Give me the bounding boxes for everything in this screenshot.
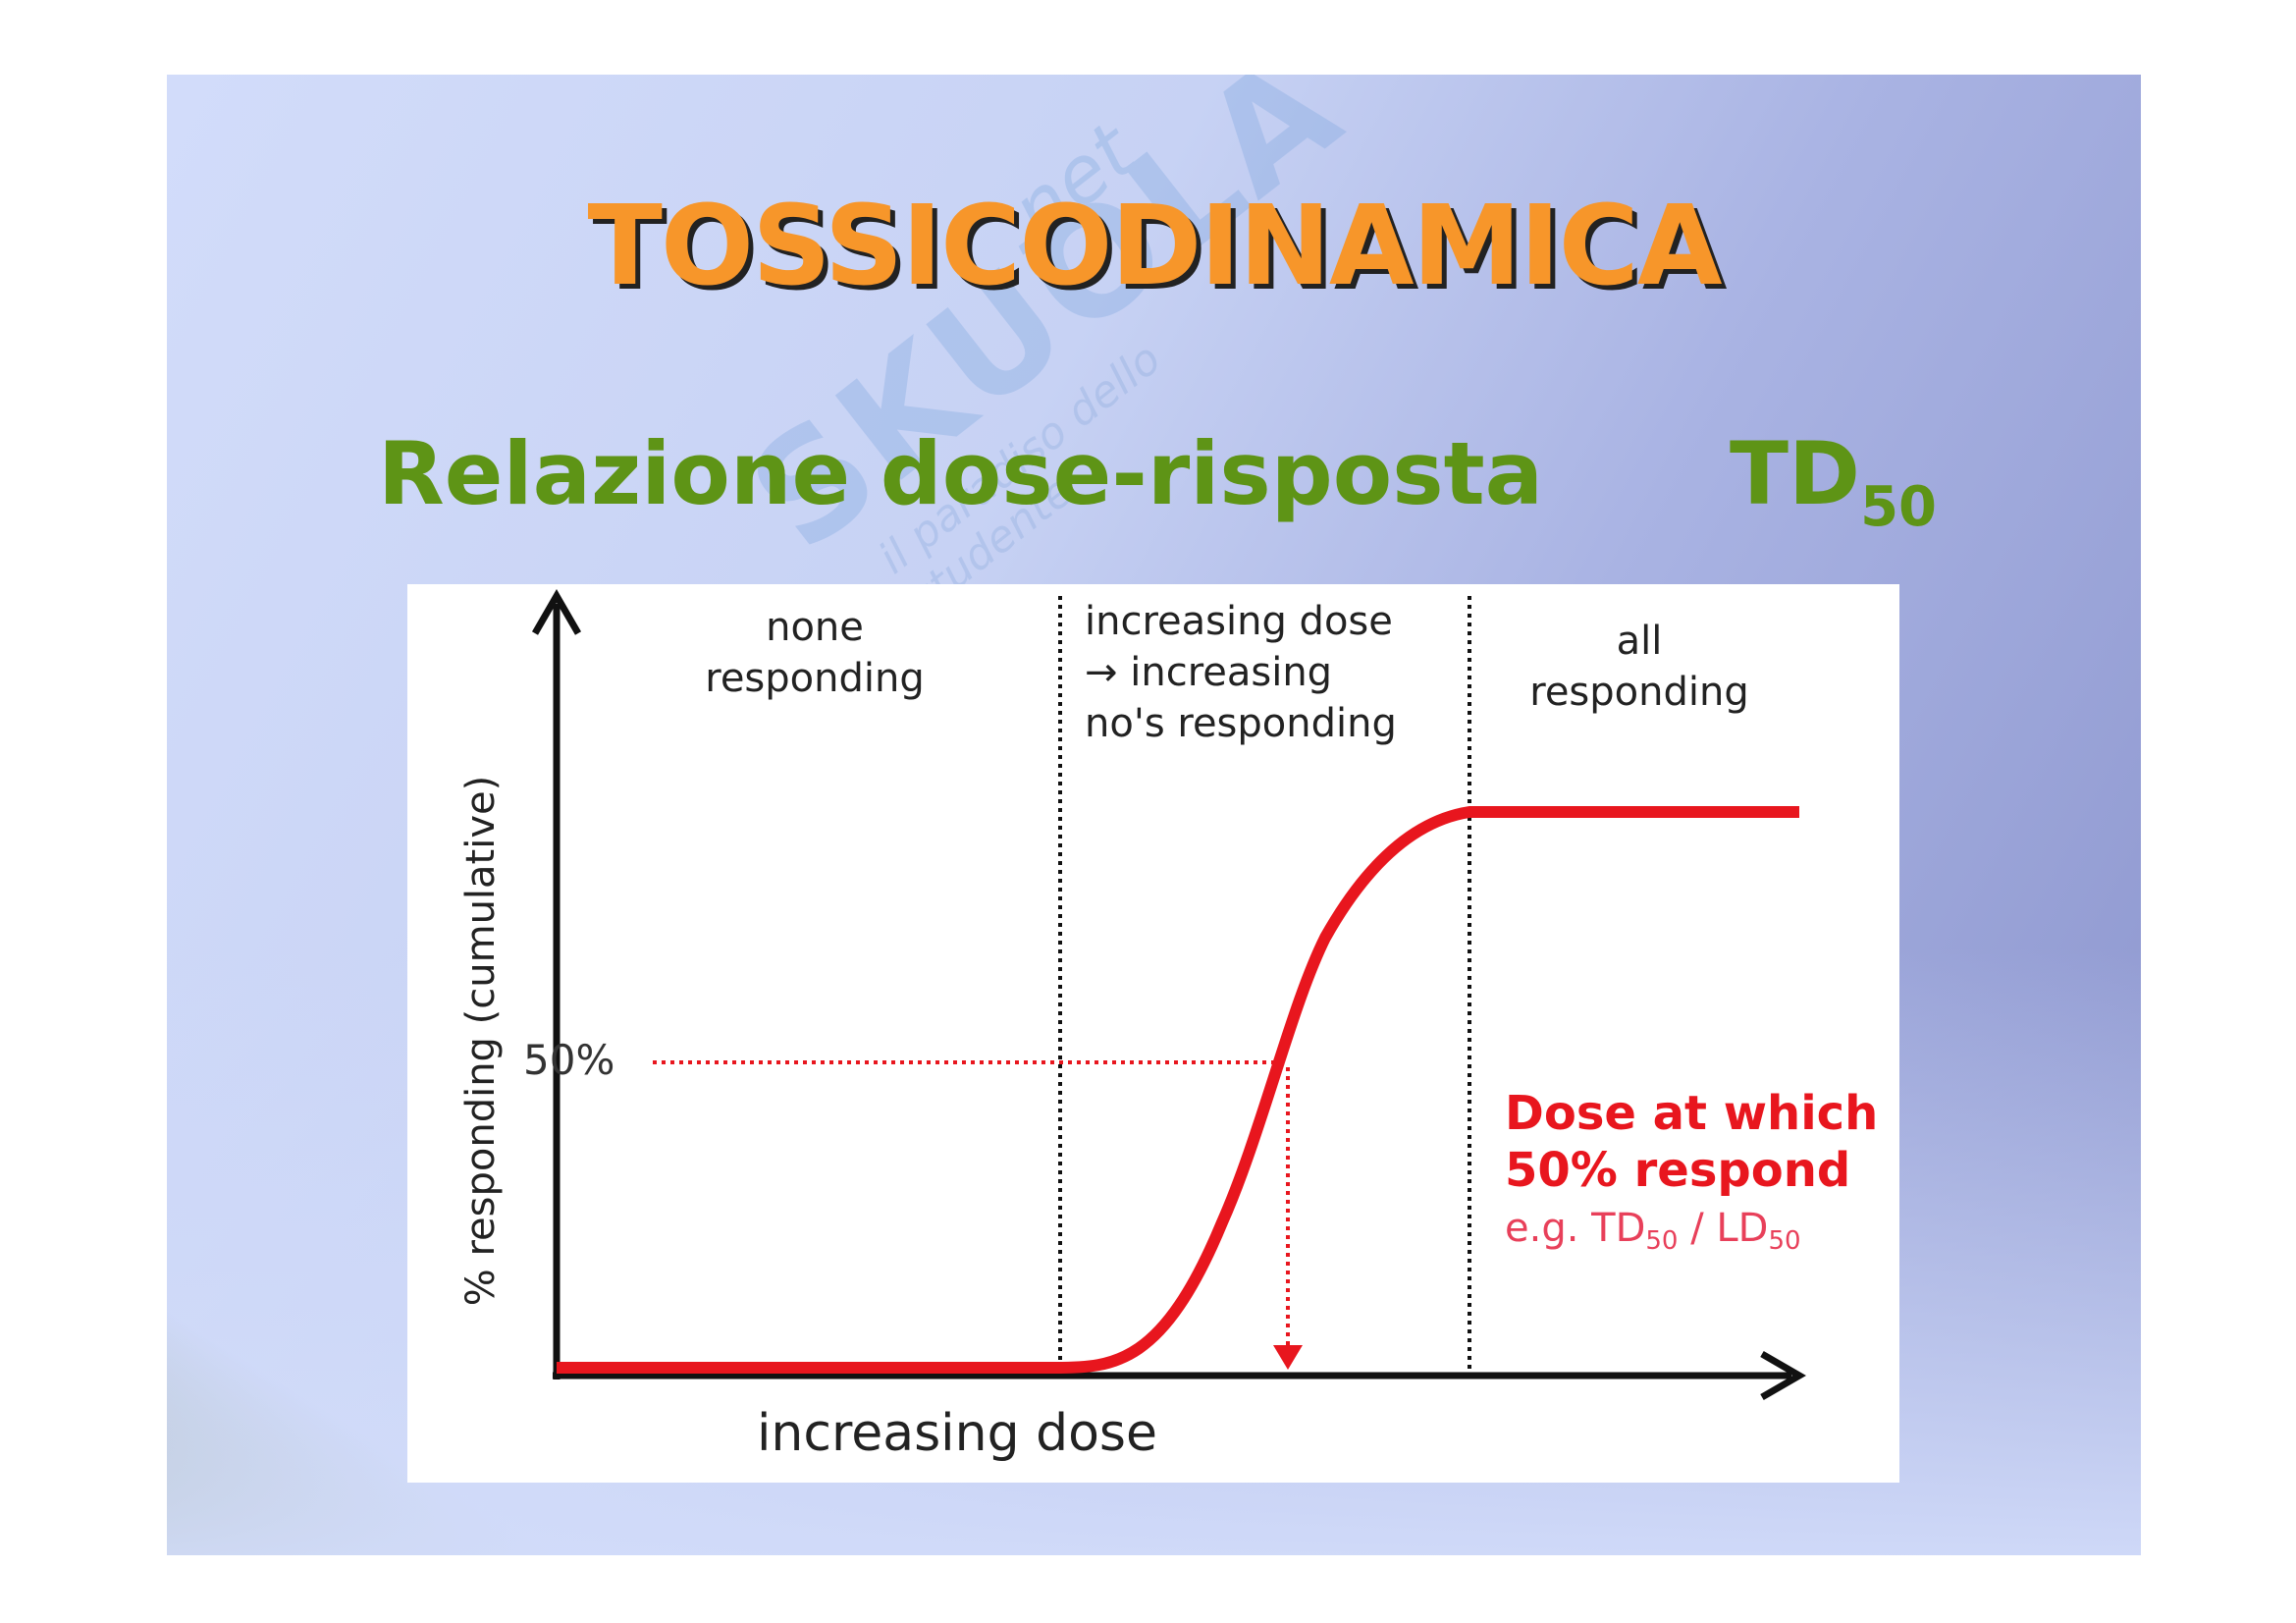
watermark-logo: SKUOLA .net il paradiso dello studente	[696, 75, 1372, 623]
region-increasing-label: increasing dose → increasing no's respon…	[1085, 596, 1468, 749]
region-increasing-line2: → increasing	[1085, 650, 1333, 695]
fifty-percent-label: 50%	[523, 1036, 615, 1084]
x-axis-label: increasing dose	[756, 1404, 1158, 1463]
x-axis-arrowhead	[1760, 1350, 1806, 1401]
dose-response-curve	[557, 806, 1799, 1374]
region-none-line2: responding	[705, 656, 925, 701]
note-ld-sub: 50	[1768, 1226, 1801, 1256]
note-line3: e.g. TD50 / LD50	[1505, 1199, 1878, 1271]
dose-response-diagram: none responding increasing dose → increa…	[407, 584, 1899, 1483]
y-axis-arrowhead	[531, 589, 582, 635]
td50-label: TD50	[1730, 423, 1937, 539]
y-axis-label: % responding (cumulative)	[458, 775, 504, 1307]
slide-title: TOSSICODINAMICA	[587, 183, 1722, 310]
note-td-sub: 50	[1645, 1226, 1679, 1256]
region-increasing-line3: no's responding	[1085, 701, 1397, 746]
note-td-prefix: e.g. TD	[1505, 1206, 1646, 1251]
slide-subtitle: Relazione dose-risposta	[378, 423, 1544, 524]
note-line1: Dose at which	[1505, 1086, 1879, 1141]
diagram-canvas	[531, 589, 1806, 1401]
region-all-line1: all	[1616, 619, 1663, 664]
region-all-line2: responding	[1529, 670, 1749, 715]
region-increasing-line1: increasing dose	[1085, 599, 1393, 644]
td-subscript: 50	[1860, 475, 1938, 539]
td50-annotation: Dose at which 50% respond e.g. TD50 / LD…	[1505, 1085, 1878, 1271]
region-none-label: none responding	[633, 602, 996, 704]
td-text: TD	[1730, 423, 1861, 524]
td50-arrowhead	[1273, 1345, 1303, 1370]
region-all-label: all responding	[1487, 616, 1791, 718]
note-ld-mid: / LD	[1678, 1206, 1769, 1251]
region-none-line1: none	[766, 605, 864, 650]
note-line2: 50% respond	[1505, 1143, 1851, 1198]
